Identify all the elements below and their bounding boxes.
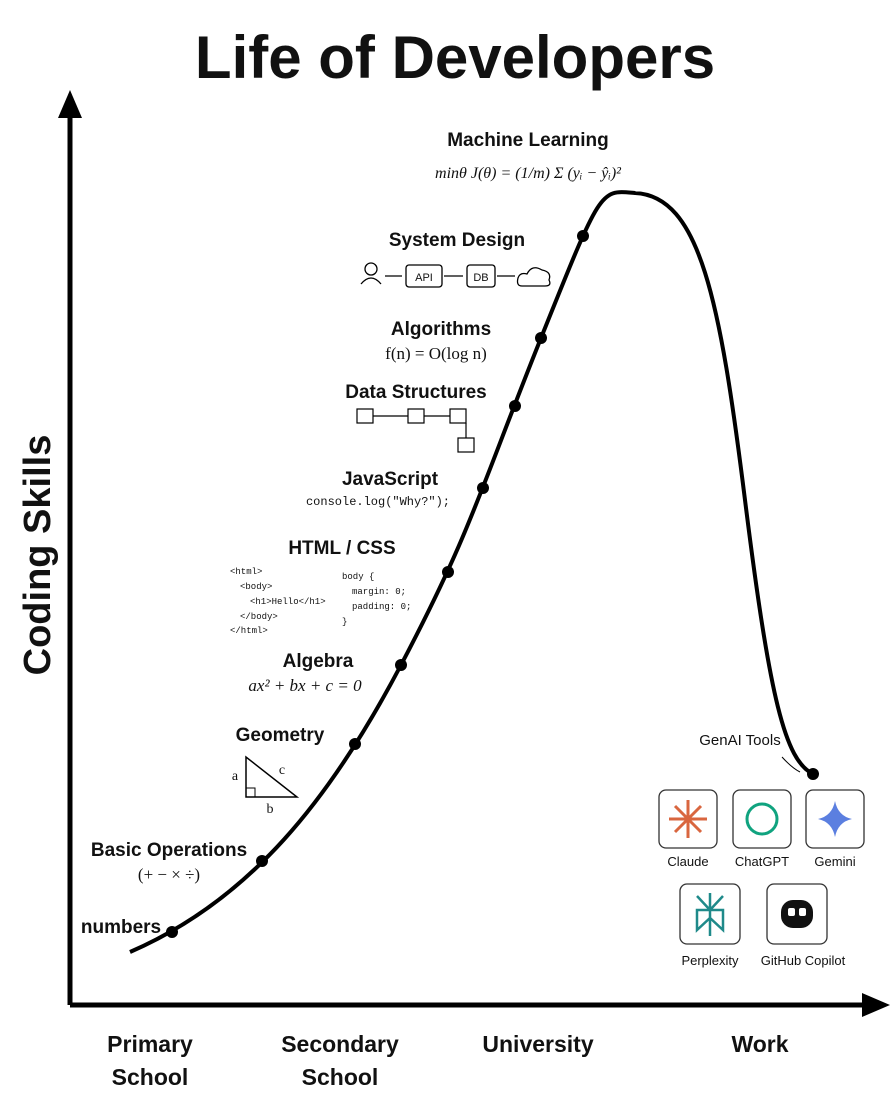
milestone-detail: ax² + bx + c = 0 <box>248 676 362 695</box>
code-line: <html> <box>230 567 262 577</box>
y-arrow <box>58 90 82 118</box>
milestone-label: numbers <box>81 917 161 938</box>
milestone-dots <box>166 230 819 938</box>
x-arrow <box>862 993 890 1017</box>
milestone-label: HTML / CSS <box>288 538 395 559</box>
chatgpt-logo <box>745 802 779 836</box>
genai-label: GenAI Tools <box>699 732 780 749</box>
code-line: margin: 0; <box>352 587 406 597</box>
code-line: body { <box>342 572 374 582</box>
claude-logo <box>669 800 707 838</box>
box-label: API <box>415 272 433 284</box>
system-icon <box>360 262 551 288</box>
y-axis-label: Coding Skills <box>17 435 59 676</box>
skill-curve <box>129 190 814 954</box>
x-label: School <box>112 1064 189 1090</box>
code-line: <body> <box>240 582 272 592</box>
milestone-detail: f(n) = O(log n) <box>385 344 487 363</box>
tool-name: Perplexity <box>681 953 739 968</box>
side-label: c <box>279 763 285 778</box>
code-line: padding: 0; <box>352 602 411 612</box>
side-label: a <box>232 769 239 784</box>
triangle <box>245 755 300 798</box>
x-label: Secondary <box>281 1031 399 1057</box>
tool-name: GitHub Copilot <box>761 953 846 968</box>
milestone-label: Data Structures <box>345 382 487 403</box>
milestone-label: Algebra <box>283 651 354 672</box>
x-label: Primary <box>107 1031 193 1057</box>
milestone-label: System Design <box>389 230 525 251</box>
code-line: </html> <box>230 626 268 636</box>
code-line: <h1>Hello</h1> <box>250 597 326 607</box>
tool-name: Claude <box>667 854 708 869</box>
side-label: b <box>267 802 274 817</box>
milestone-detail: minθ J(θ) = (1/m) Σ (yᵢ − ŷᵢ)² <box>435 165 622 182</box>
milestone-detail: (+ − × ÷) <box>138 865 200 884</box>
gemini-logo <box>818 801 852 837</box>
box-label: DB <box>473 272 488 284</box>
tool-name: Gemini <box>814 854 855 869</box>
tool-name: ChatGPT <box>735 854 789 869</box>
milestone-label: Geometry <box>236 725 325 746</box>
milestone-label: Basic Operations <box>91 840 247 861</box>
milestone-label: JavaScript <box>342 469 439 490</box>
perplexity-logo <box>695 893 725 936</box>
code-line: } <box>342 617 347 627</box>
milestone-label: Machine Learning <box>447 130 609 151</box>
copilot-logo <box>781 900 813 928</box>
code-line: </body> <box>240 612 278 622</box>
title: Life of Developers <box>195 24 715 91</box>
x-label: Work <box>731 1031 788 1057</box>
milestone-detail: console.log("Why?"); <box>306 495 450 509</box>
x-label: University <box>482 1031 593 1057</box>
right-angle <box>245 787 256 798</box>
linked-list-icon <box>356 408 475 453</box>
milestone-label: Algorithms <box>391 319 491 340</box>
pointer <box>781 756 801 773</box>
axes <box>67 110 870 1008</box>
x-label: School <box>302 1064 379 1090</box>
